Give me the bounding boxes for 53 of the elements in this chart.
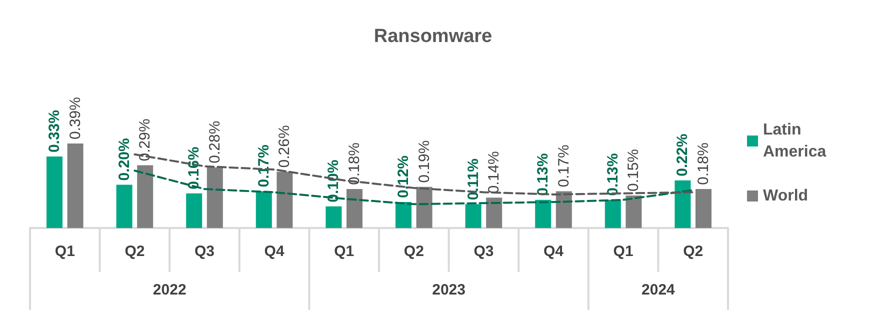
bar xyxy=(396,202,412,228)
bar xyxy=(67,144,84,228)
bar xyxy=(276,172,293,228)
bar xyxy=(674,180,691,228)
data-label: 0.33% xyxy=(46,110,63,153)
bar xyxy=(416,186,432,228)
x-tick-label: Q1 xyxy=(613,243,634,260)
bar xyxy=(486,198,502,228)
bar xyxy=(206,167,223,228)
x-tick-label: Q1 xyxy=(54,243,75,260)
bar xyxy=(186,193,202,228)
x-tick-label: Q4 xyxy=(543,243,564,260)
bar xyxy=(137,165,154,228)
x-tick-label: Q2 xyxy=(683,243,704,260)
data-label: 0.12% xyxy=(395,155,412,198)
bar xyxy=(604,200,621,228)
bar xyxy=(256,191,272,228)
data-label: 0.13% xyxy=(604,153,622,196)
x-tick-label: Q4 xyxy=(264,243,285,260)
bar xyxy=(465,204,482,228)
bar xyxy=(535,200,552,228)
data-label: 0.17% xyxy=(555,144,572,188)
bar xyxy=(326,206,342,228)
data-label: 0.20% xyxy=(116,138,133,181)
data-label: 0.39% xyxy=(66,97,84,140)
data-label: 0.14% xyxy=(486,151,503,194)
x-tick-label: Q3 xyxy=(194,243,215,260)
data-label: 0.29% xyxy=(136,118,154,162)
chart-title: Ransomware xyxy=(374,26,492,47)
x-tick-label: Q2 xyxy=(404,243,424,260)
data-label: 0.17% xyxy=(255,144,272,188)
data-label: 0.28% xyxy=(206,120,224,164)
data-label: 0.11% xyxy=(464,158,482,200)
data-label: 0.15% xyxy=(625,148,642,192)
bar xyxy=(626,196,642,228)
bar xyxy=(346,189,362,228)
x-tick-label: Q3 xyxy=(474,243,494,260)
bar xyxy=(116,184,132,228)
bar xyxy=(696,189,712,228)
data-label: 0.18% xyxy=(695,142,712,186)
x-tick-label: Q2 xyxy=(124,243,145,260)
text: 2024 xyxy=(642,282,676,298)
data-label: 0.19% xyxy=(416,140,433,183)
data-label: 0.22% xyxy=(674,134,692,176)
data-label: 0.18% xyxy=(346,142,363,186)
legend-label: World xyxy=(763,188,808,204)
legend-label: Latin America xyxy=(763,122,826,160)
data-label: 0.26% xyxy=(276,125,294,168)
x-tick-label: Q1 xyxy=(334,243,354,260)
bar xyxy=(556,191,572,228)
text: 2022 xyxy=(152,282,186,298)
text: 2023 xyxy=(432,282,466,298)
bar xyxy=(46,156,62,228)
